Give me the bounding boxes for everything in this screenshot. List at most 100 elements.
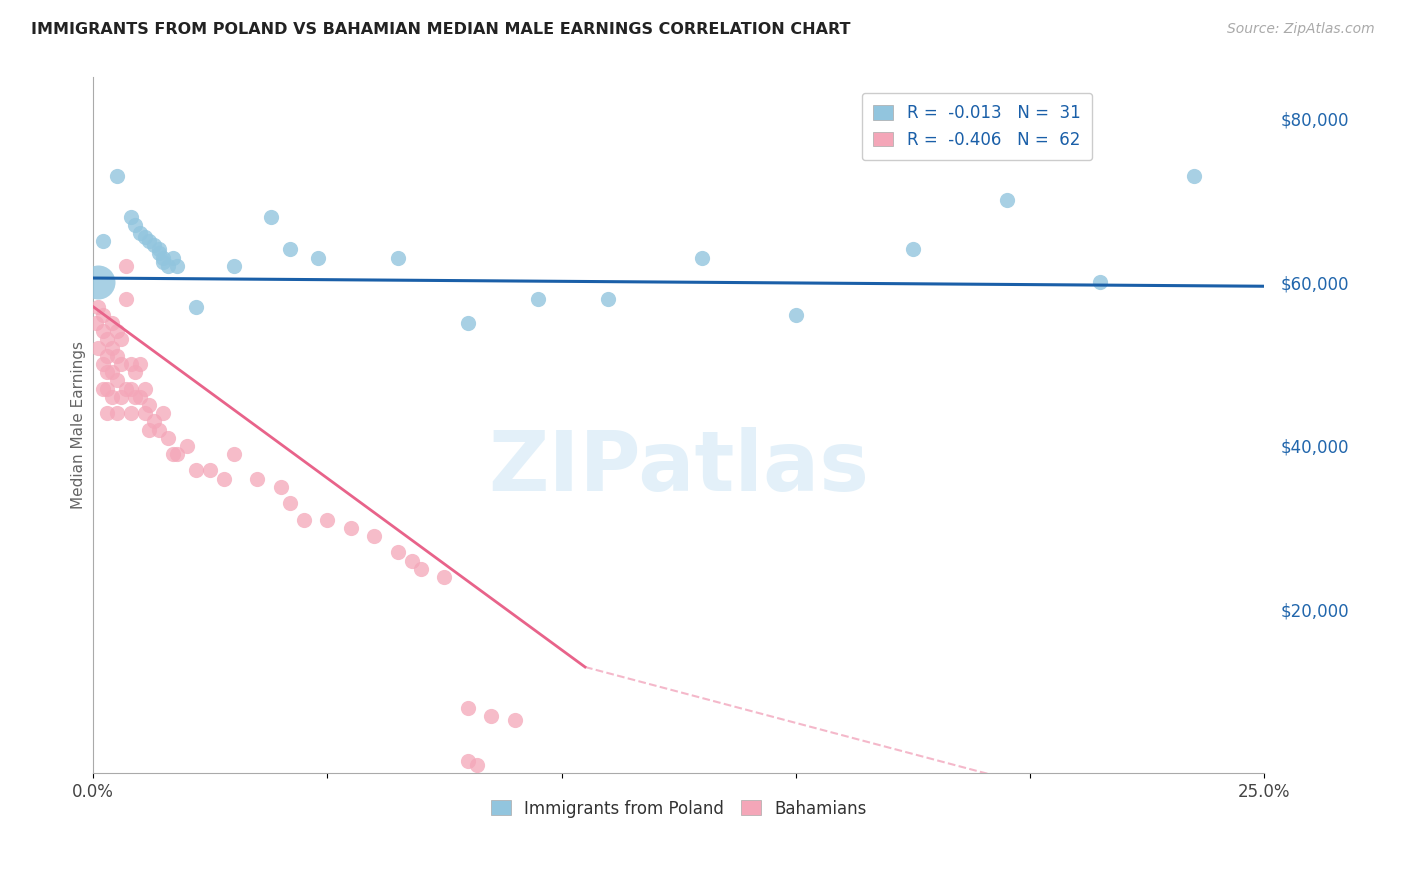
Text: Source: ZipAtlas.com: Source: ZipAtlas.com [1227, 22, 1375, 37]
Point [176, 439, 198, 453]
Point [101, 341, 124, 355]
Point [143, 414, 166, 428]
Point [901, 243, 924, 257]
Point [96, 365, 118, 379]
Point [186, 463, 208, 477]
Point [143, 238, 166, 252]
Point [96, 406, 118, 420]
Point [316, 513, 339, 527]
Point [479, 709, 502, 723]
Point [105, 349, 128, 363]
Point [105, 406, 128, 420]
Point [157, 259, 180, 273]
Point [91, 234, 114, 248]
Point [87, 275, 110, 289]
Point [110, 357, 132, 371]
Text: ZIPatlas: ZIPatlas [488, 426, 869, 508]
Point [101, 365, 124, 379]
Point [387, 545, 409, 559]
Point [1182, 169, 1205, 183]
Point [433, 570, 456, 584]
Text: IMMIGRANTS FROM POLAND VS BAHAMIAN MEDIAN MALE EARNINGS CORRELATION CHART: IMMIGRANTS FROM POLAND VS BAHAMIAN MEDIA… [31, 22, 851, 37]
Point [292, 513, 315, 527]
Point [222, 259, 245, 273]
Point [457, 754, 479, 768]
Point [148, 423, 170, 437]
Point [91, 324, 114, 338]
Point [96, 349, 118, 363]
Point [152, 251, 174, 265]
Point [120, 210, 142, 224]
Point [503, 713, 526, 727]
Point [138, 234, 160, 248]
Point [124, 365, 146, 379]
Point [101, 316, 124, 330]
Point [152, 254, 174, 268]
Point [120, 406, 142, 420]
Point [129, 390, 152, 404]
Point [409, 562, 432, 576]
Y-axis label: Median Male Earnings: Median Male Earnings [72, 342, 86, 509]
Point [138, 398, 160, 412]
Point [87, 300, 110, 314]
Point [115, 292, 138, 306]
Point [115, 382, 138, 396]
Point [598, 292, 620, 306]
Point [101, 390, 124, 404]
Point [115, 259, 138, 273]
Point [129, 357, 152, 371]
Point [91, 357, 114, 371]
Point [157, 431, 180, 445]
Point [110, 333, 132, 347]
Point [124, 218, 146, 232]
Point [138, 423, 160, 437]
Point [270, 480, 292, 494]
Point [84, 316, 107, 330]
Point [91, 308, 114, 322]
Point [134, 406, 156, 420]
Point [278, 496, 301, 510]
Legend: Immigrants from Poland, Bahamians: Immigrants from Poland, Bahamians [484, 793, 873, 824]
Point [162, 447, 184, 461]
Point [110, 390, 132, 404]
Point [278, 243, 301, 257]
Point [401, 553, 423, 567]
Point [785, 308, 807, 322]
Point [87, 341, 110, 355]
Point [91, 382, 114, 396]
Point [186, 300, 208, 314]
Point [148, 246, 170, 260]
Point [995, 194, 1018, 208]
Point [166, 447, 188, 461]
Point [124, 390, 146, 404]
Point [307, 251, 329, 265]
Point [120, 382, 142, 396]
Point [166, 259, 188, 273]
Point [105, 373, 128, 387]
Point [527, 292, 550, 306]
Point [340, 521, 363, 535]
Point [457, 316, 479, 330]
Point [134, 230, 156, 244]
Point [152, 406, 174, 420]
Point [222, 447, 245, 461]
Point [690, 251, 713, 265]
Point [1090, 275, 1112, 289]
Point [134, 382, 156, 396]
Point [457, 701, 479, 715]
Point [129, 226, 152, 240]
Point [363, 529, 385, 543]
Point [387, 251, 409, 265]
Point [96, 382, 118, 396]
Point [162, 251, 184, 265]
Point [105, 169, 128, 183]
Point [120, 357, 142, 371]
Point [214, 472, 236, 486]
Point [200, 463, 222, 477]
Point [465, 758, 488, 772]
Point [96, 333, 118, 347]
Point [148, 243, 170, 257]
Point [105, 324, 128, 338]
Point [260, 210, 283, 224]
Point [246, 472, 269, 486]
